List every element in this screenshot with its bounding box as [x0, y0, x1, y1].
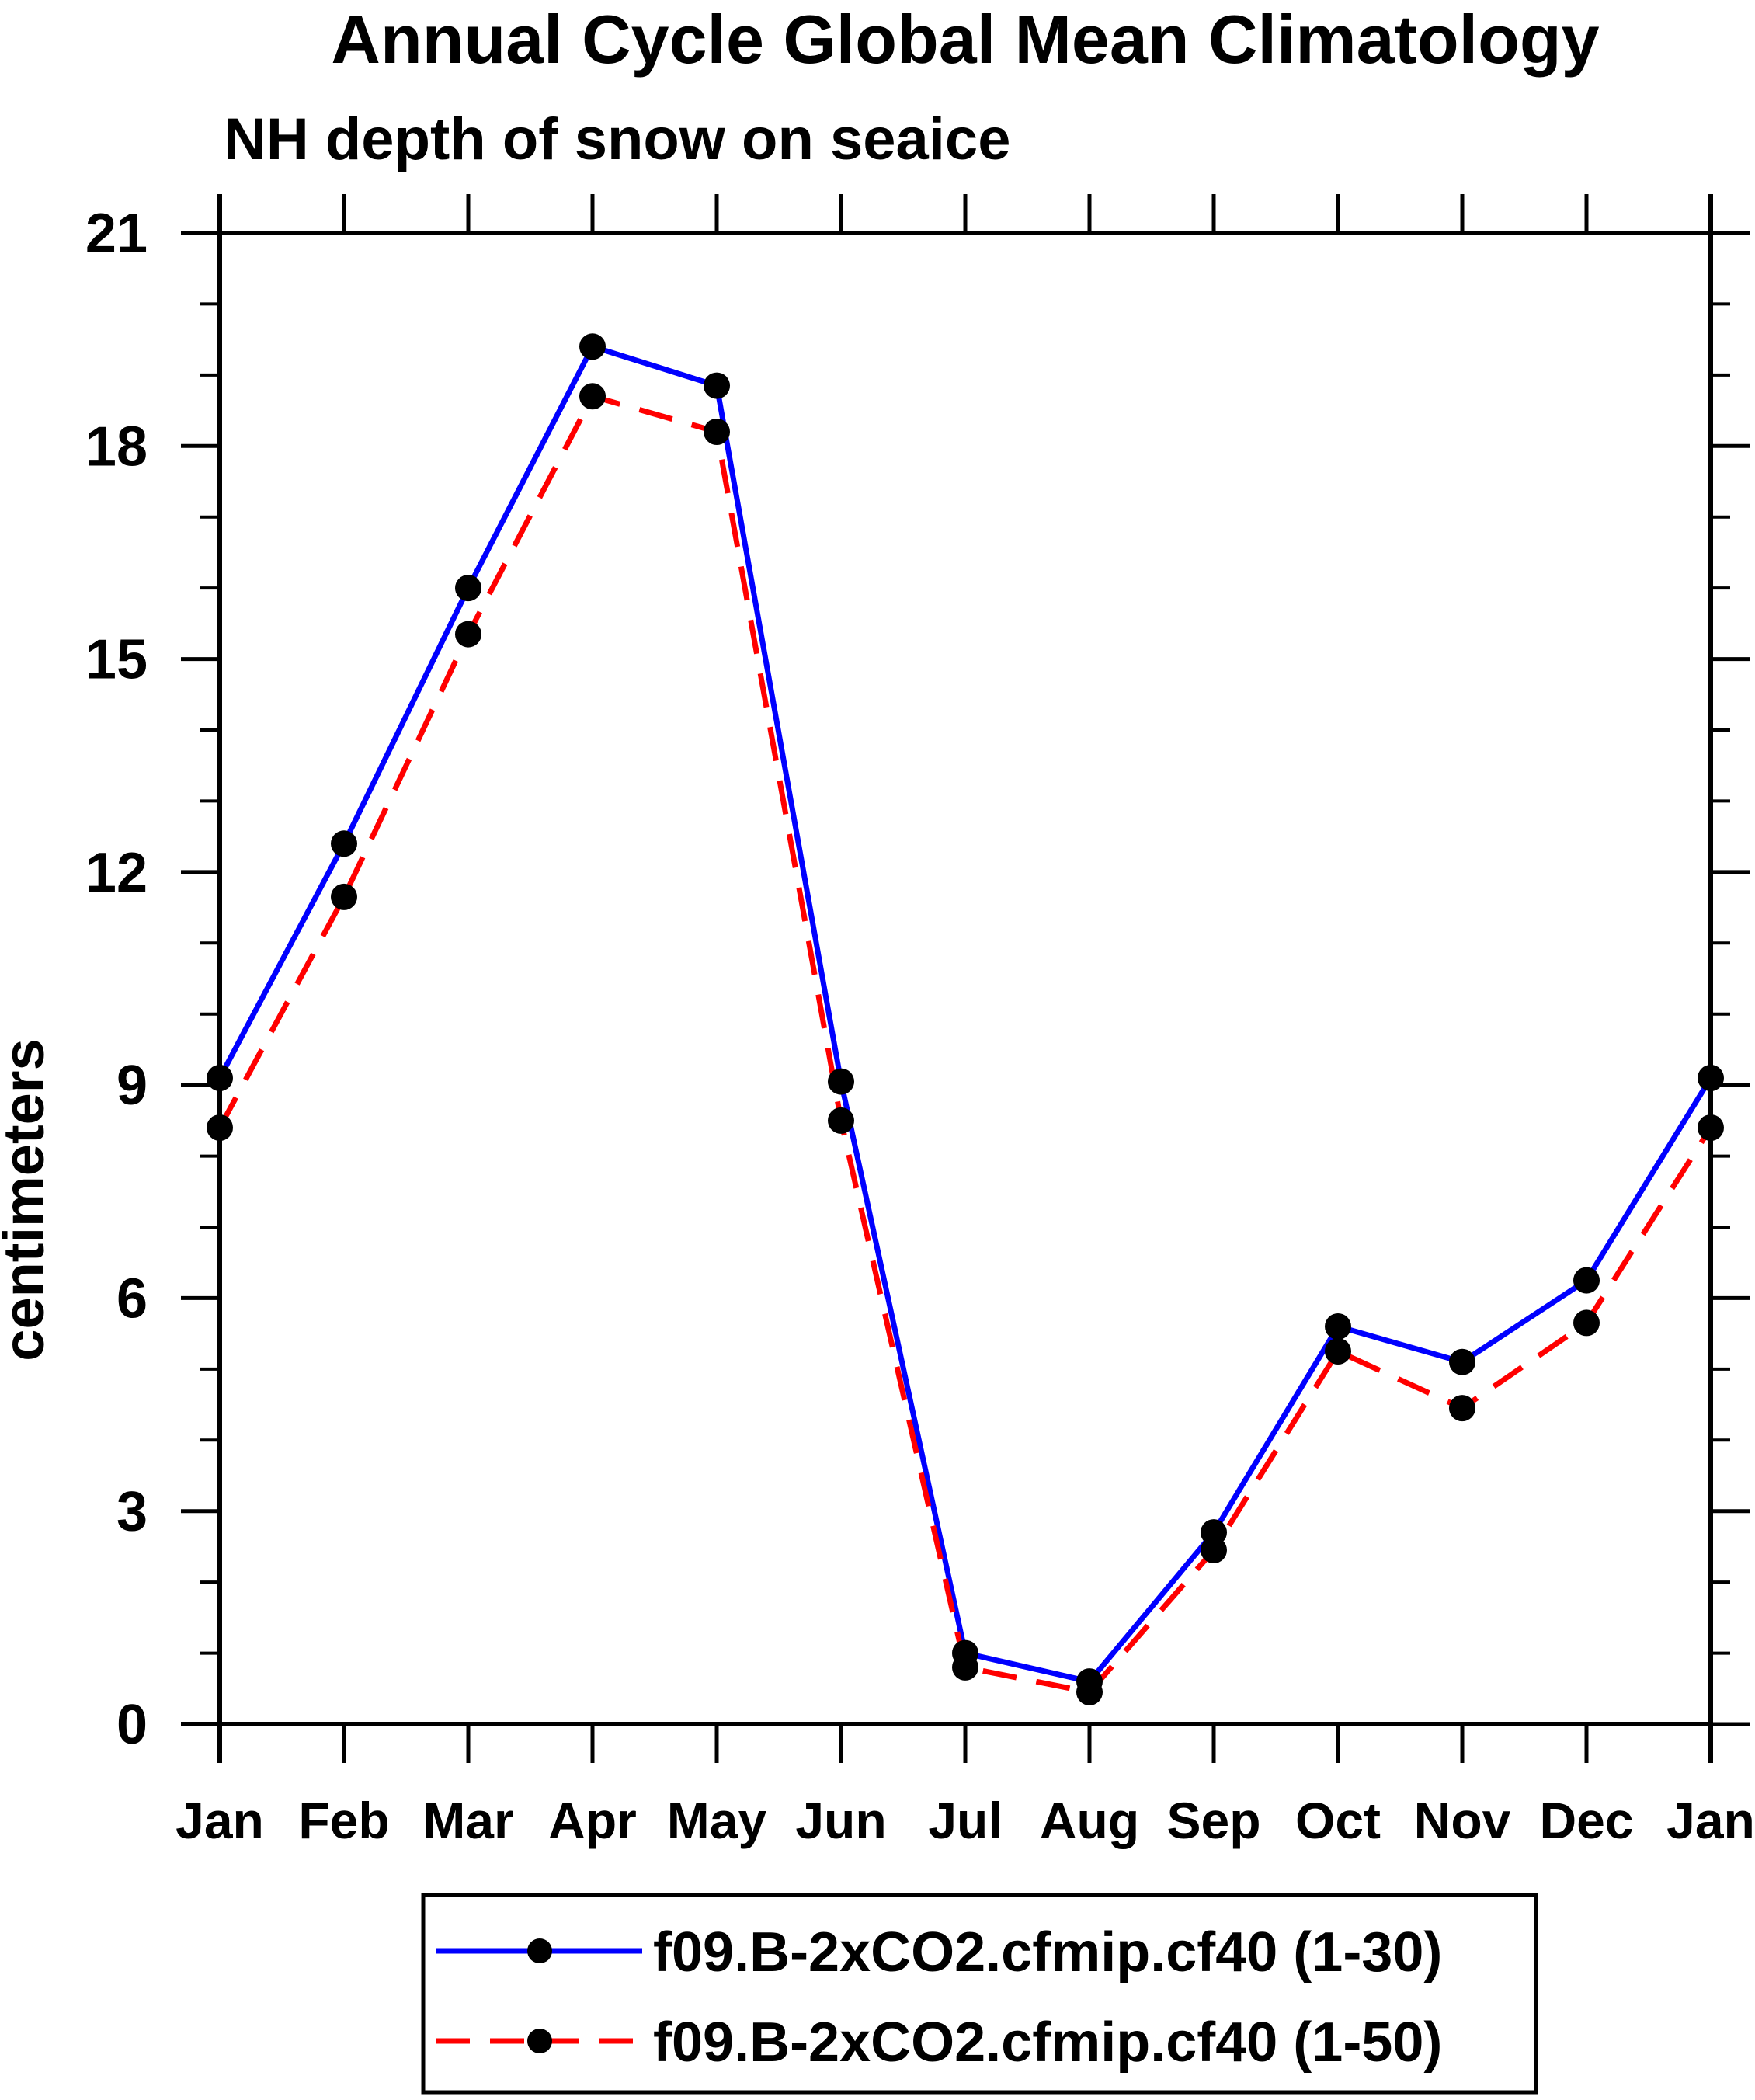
data-point: [1076, 1678, 1103, 1705]
data-point: [1325, 1338, 1351, 1365]
y-tick-label: 6: [116, 1267, 148, 1330]
y-tick-label: 3: [116, 1481, 148, 1543]
x-tick-label: Jan: [1666, 1792, 1755, 1849]
data-point: [1573, 1309, 1600, 1337]
y-tick-label: 12: [85, 842, 148, 904]
x-tick-label: Dec: [1539, 1792, 1633, 1849]
series-line-1: [217, 343, 1713, 1685]
data-point: [828, 1107, 854, 1134]
x-tick-label: Oct: [1295, 1792, 1381, 1849]
data-point: [579, 383, 606, 410]
x-tick-label: Sep: [1166, 1792, 1260, 1849]
data-point: [1573, 1267, 1600, 1294]
x-tick-label: Apr: [548, 1792, 637, 1849]
data-point: [704, 372, 730, 399]
data-point: [1325, 1313, 1351, 1340]
y-tick-label: 9: [116, 1055, 148, 1117]
y-axis-title: centimeters: [0, 1038, 56, 1361]
chart-title: Annual Cycle Global Mean Climatology: [331, 1, 1600, 78]
y-tick-label: 0: [116, 1694, 148, 1756]
data-point: [207, 1065, 233, 1091]
data-point: [455, 621, 481, 648]
data-point: [579, 333, 606, 360]
data-point: [207, 1114, 233, 1141]
data-point: [1449, 1348, 1475, 1375]
data-point: [331, 830, 357, 857]
data-point: [952, 1653, 978, 1681]
chart-subtitle: NH depth of snow on seaice: [224, 106, 1011, 172]
x-tick-label: Aug: [1040, 1792, 1139, 1849]
legend-marker: [527, 1938, 552, 1963]
data-point: [1698, 1065, 1724, 1091]
series-line-2: [217, 393, 1713, 1695]
y-tick-label: 15: [85, 629, 148, 691]
legend-box: [421, 1893, 1538, 2095]
data-point: [828, 1068, 854, 1095]
x-tick-label: Nov: [1414, 1792, 1511, 1849]
data-point: [331, 883, 357, 910]
data-point: [455, 575, 481, 602]
x-tick-label: Feb: [298, 1792, 389, 1849]
y-tick-label: 18: [85, 415, 148, 478]
legend-label: f09.B-2xCO2.cfmip.cf40 (1-50): [653, 2011, 1442, 2074]
data-point: [1698, 1114, 1724, 1141]
legend-label: f09.B-2xCO2.cfmip.cf40 (1-30): [653, 1921, 1442, 1984]
data-point: [1201, 1537, 1227, 1563]
x-tick-label: Mar: [422, 1792, 513, 1849]
legend-marker: [527, 2029, 552, 2053]
x-tick-label: Jun: [795, 1792, 886, 1849]
data-point: [1449, 1395, 1475, 1422]
data-point: [704, 419, 730, 445]
x-tick-label: Jul: [928, 1792, 1002, 1849]
y-tick-label: 21: [85, 203, 148, 265]
x-tick-label: May: [667, 1792, 767, 1849]
x-tick-label: Jan: [176, 1792, 264, 1849]
